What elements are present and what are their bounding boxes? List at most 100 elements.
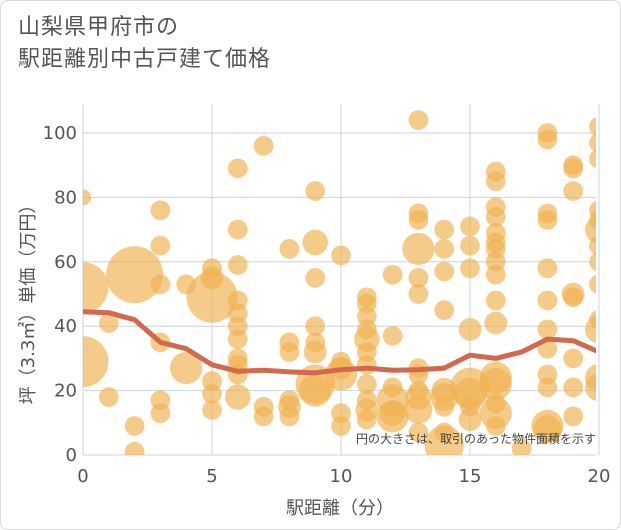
x-tick-label: 5 bbox=[206, 466, 217, 487]
data-bubble bbox=[324, 358, 358, 391]
data-bubble bbox=[408, 210, 429, 230]
data-bubble bbox=[305, 316, 326, 337]
data-bubble bbox=[589, 149, 596, 169]
x-tick-label: 0 bbox=[77, 466, 88, 487]
y-tick-label: 100 bbox=[43, 123, 77, 144]
data-bubble bbox=[404, 395, 433, 424]
x-tick-label: 20 bbox=[588, 466, 611, 487]
data-bubble bbox=[537, 210, 558, 230]
data-bubble bbox=[279, 342, 300, 362]
y-tick-label: 60 bbox=[54, 252, 77, 273]
data-bubble bbox=[537, 129, 558, 150]
data-bubble bbox=[302, 229, 328, 256]
data-bubble bbox=[124, 416, 145, 436]
data-bubble bbox=[458, 408, 482, 431]
data-bubble bbox=[585, 315, 596, 344]
data-bubble bbox=[485, 290, 506, 311]
data-bubble bbox=[382, 326, 403, 346]
data-bubble bbox=[485, 416, 506, 436]
data-bubble bbox=[485, 171, 506, 192]
data-bubble bbox=[83, 336, 109, 388]
data-bubble bbox=[331, 245, 351, 266]
data-bubble bbox=[124, 441, 145, 455]
chart-title-line-2: 駅距離別中古戸建て価格 bbox=[18, 47, 272, 72]
data-bubble bbox=[585, 373, 596, 401]
y-axis-label: 坪（3.3㎡）単価（万円） bbox=[17, 196, 39, 405]
x-tick-label: 15 bbox=[459, 466, 482, 487]
data-bubble bbox=[537, 319, 558, 340]
data-bubble bbox=[170, 351, 203, 385]
data-bubble bbox=[279, 239, 300, 259]
data-bubble bbox=[408, 284, 429, 304]
data-bubble bbox=[376, 400, 409, 433]
data-bubble bbox=[227, 255, 248, 275]
data-bubble bbox=[150, 274, 171, 295]
data-bubble bbox=[408, 268, 429, 288]
data-bubble bbox=[356, 354, 377, 375]
data-bubble bbox=[279, 406, 300, 427]
bubbles-layer bbox=[83, 110, 596, 455]
data-bubble bbox=[511, 438, 532, 455]
y-tick-label: 40 bbox=[54, 316, 77, 337]
data-bubble bbox=[408, 110, 429, 130]
data-bubble bbox=[225, 384, 251, 410]
data-bubble bbox=[356, 409, 377, 430]
data-bubble bbox=[434, 300, 455, 320]
data-bubble bbox=[106, 246, 164, 304]
data-bubble bbox=[202, 383, 222, 404]
data-bubble bbox=[402, 232, 435, 266]
data-bubble bbox=[434, 396, 455, 417]
x-axis-label: 駅距離（分） bbox=[286, 498, 394, 519]
data-bubble bbox=[589, 252, 596, 272]
data-bubble bbox=[408, 422, 429, 443]
data-bubble bbox=[589, 236, 596, 256]
size-note: 円の大きさは、取引のあった物件面積を示す bbox=[356, 431, 596, 446]
data-bubble bbox=[202, 400, 222, 420]
data-bubble bbox=[434, 239, 455, 259]
data-bubble bbox=[299, 374, 332, 407]
data-bubble bbox=[98, 313, 119, 333]
data-bubble bbox=[460, 258, 480, 279]
data-bubble bbox=[460, 235, 480, 256]
data-bubble bbox=[227, 329, 248, 349]
data-bubble bbox=[563, 158, 584, 179]
data-bubble bbox=[563, 377, 584, 398]
data-bubble bbox=[589, 274, 596, 294]
chart-title: 山梨県甲府市の 駅距離別中古戸建て価格 bbox=[18, 12, 271, 76]
data-bubble bbox=[424, 425, 464, 455]
data-bubble bbox=[563, 348, 584, 369]
data-bubble bbox=[533, 415, 562, 444]
data-bubble bbox=[434, 219, 455, 240]
data-bubble bbox=[537, 377, 558, 398]
data-bubble bbox=[434, 261, 455, 282]
data-bubble bbox=[479, 368, 512, 401]
data-bubble bbox=[589, 133, 596, 153]
data-bubble bbox=[563, 181, 584, 201]
data-bubble bbox=[253, 136, 274, 156]
data-bubble bbox=[83, 189, 92, 206]
data-bubble bbox=[485, 206, 506, 227]
data-bubble bbox=[303, 340, 327, 364]
data-bubble bbox=[150, 403, 171, 423]
grid-lines bbox=[82, 104, 600, 456]
data-bubble bbox=[305, 268, 326, 288]
data-bubble bbox=[484, 311, 508, 335]
x-tick-label: 10 bbox=[330, 466, 353, 487]
chart-title-line-1: 山梨県甲府市の bbox=[18, 15, 180, 40]
data-bubble bbox=[150, 235, 171, 256]
data-bubble bbox=[585, 215, 596, 244]
data-bubble bbox=[563, 406, 584, 427]
data-bubble bbox=[356, 374, 377, 395]
y-tick-label: 20 bbox=[54, 381, 77, 402]
data-bubble bbox=[458, 318, 482, 341]
trend-line bbox=[83, 309, 596, 376]
data-bubble bbox=[537, 258, 558, 279]
y-tick-label: 80 bbox=[54, 187, 77, 208]
data-bubble bbox=[563, 287, 584, 308]
data-bubble bbox=[98, 387, 119, 407]
data-bubble bbox=[382, 264, 403, 285]
axis-ticks: 0 5 10 15 20 0 20 40 60 80 100 bbox=[43, 123, 611, 487]
data-bubble bbox=[485, 264, 506, 285]
y-tick-label: 0 bbox=[66, 445, 77, 466]
